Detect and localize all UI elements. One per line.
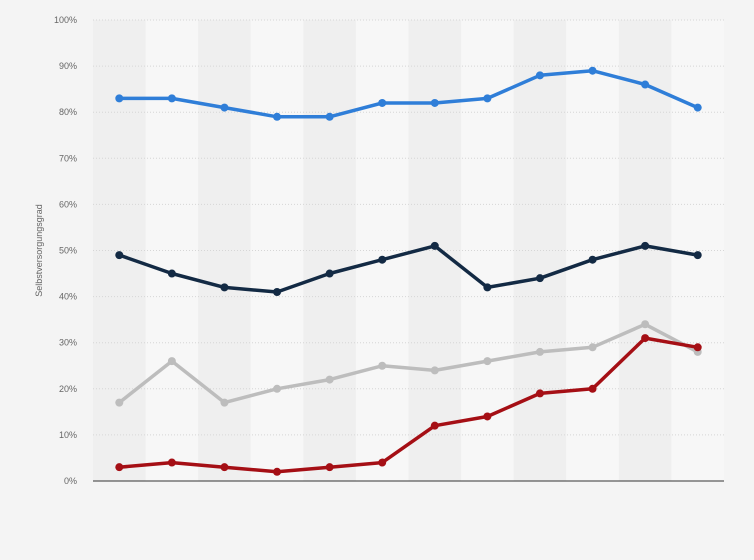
data-point — [693, 251, 702, 260]
data-point — [115, 94, 124, 103]
series-3 — [115, 320, 702, 407]
grid-lines — [93, 19, 724, 436]
data-point — [535, 389, 544, 398]
series-group — [115, 66, 702, 476]
data-point — [588, 343, 597, 352]
data-point — [535, 71, 544, 80]
y-tick-label: 40% — [59, 292, 77, 302]
data-point — [641, 320, 650, 329]
category-band — [198, 20, 251, 481]
data-point — [588, 66, 597, 75]
data-point — [378, 458, 387, 467]
y-axis-ticks: 0% 10% 20% 30% 40% 50% 60% 70% 80% 90% 100% — [54, 15, 77, 486]
data-point — [167, 458, 176, 467]
data-point — [430, 366, 439, 375]
data-point — [115, 398, 124, 407]
y-axis-title: Selbstversorgungsgrad — [34, 204, 44, 297]
category-band — [93, 20, 146, 481]
data-point — [273, 112, 282, 121]
data-point — [325, 375, 334, 384]
data-point — [273, 467, 282, 476]
data-point — [115, 463, 124, 472]
y-tick-label: 50% — [59, 246, 77, 256]
data-point — [325, 269, 334, 278]
data-point — [588, 384, 597, 393]
data-point — [430, 98, 439, 107]
data-point — [378, 255, 387, 264]
data-point — [483, 412, 492, 421]
data-point — [220, 283, 229, 292]
series-line — [117, 322, 700, 405]
data-point — [535, 274, 544, 283]
y-tick-label: 60% — [59, 199, 77, 209]
series-2 — [115, 241, 702, 296]
series-line — [117, 244, 700, 294]
y-tick-label: 20% — [59, 384, 77, 394]
data-point — [483, 283, 492, 292]
data-point — [430, 241, 439, 250]
data-point — [588, 255, 597, 264]
series-1 — [115, 66, 702, 121]
series-line — [117, 68, 700, 119]
y-tick-label: 70% — [59, 153, 77, 163]
data-point — [325, 112, 334, 121]
data-point — [378, 98, 387, 107]
y-tick-label: 90% — [59, 61, 77, 71]
y-tick-label: 80% — [59, 107, 77, 117]
y-tick-label: 10% — [59, 430, 77, 440]
data-point — [483, 357, 492, 366]
data-point — [167, 269, 176, 278]
data-point — [641, 241, 650, 250]
data-point — [273, 384, 282, 393]
data-point — [220, 103, 229, 112]
data-point — [641, 80, 650, 89]
data-point — [167, 357, 176, 366]
series-4 — [115, 334, 702, 476]
data-point — [325, 463, 334, 472]
data-point — [273, 287, 282, 296]
data-point — [167, 94, 176, 103]
y-tick-label: 30% — [59, 338, 77, 348]
data-point — [378, 361, 387, 370]
series-line — [117, 336, 700, 474]
y-tick-label: 0% — [64, 476, 77, 486]
data-point — [220, 463, 229, 472]
data-point — [483, 94, 492, 103]
data-point — [220, 398, 229, 407]
y-tick-label: 100% — [54, 15, 77, 25]
data-point — [693, 343, 702, 352]
category-band — [566, 20, 619, 481]
data-point — [641, 334, 650, 343]
data-point — [430, 421, 439, 430]
data-point — [115, 251, 124, 260]
data-point — [693, 103, 702, 112]
data-point — [535, 347, 544, 356]
